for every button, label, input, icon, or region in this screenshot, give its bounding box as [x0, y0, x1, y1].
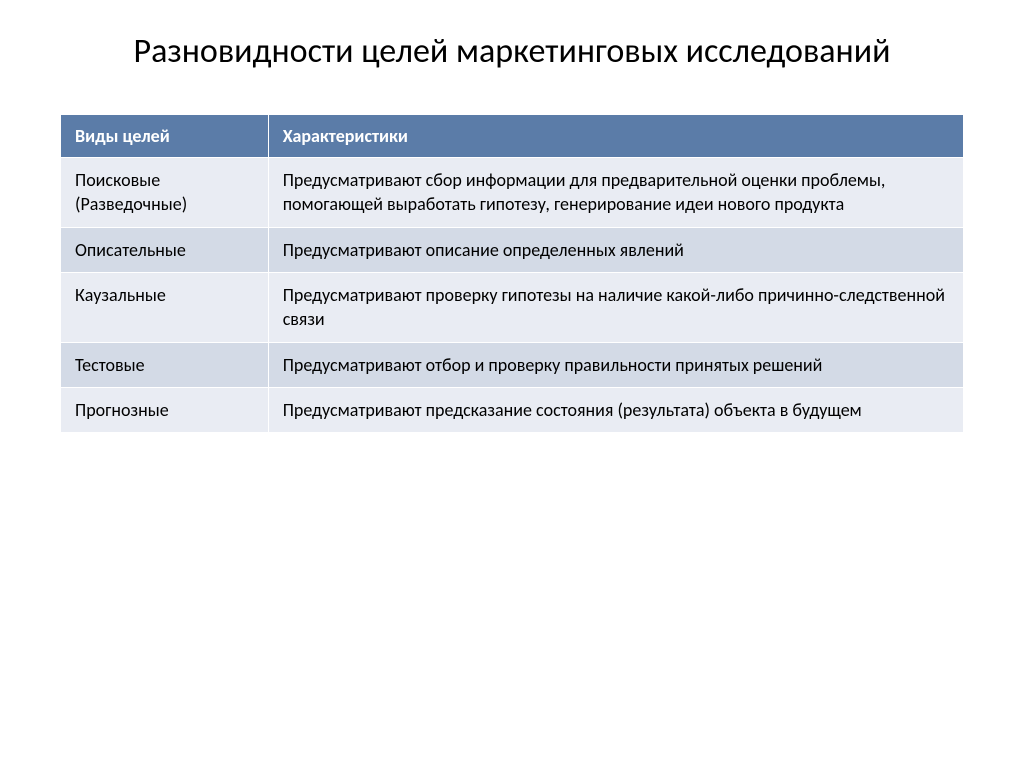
- table-row: Прогнозные Предусматривают предсказание …: [61, 387, 964, 432]
- table-header-desc: Характеристики: [268, 115, 963, 158]
- table-cell-desc: Предусматривают описание определенных яв…: [268, 227, 963, 272]
- table-cell-type: Описательные: [61, 227, 269, 272]
- table-row: Описательные Предусматривают описание оп…: [61, 227, 964, 272]
- table-cell-type: Тестовые: [61, 342, 269, 387]
- table-row: Каузальные Предусматривают проверку гипо…: [61, 273, 964, 343]
- table-cell-desc: Предусматривают отбор и проверку правиль…: [268, 342, 963, 387]
- table-header-type: Виды целей: [61, 115, 269, 158]
- table-cell-desc: Предусматривают сбор информации для пред…: [268, 158, 963, 228]
- table-row: Поисковые (Разведочные) Предусматривают …: [61, 158, 964, 228]
- table-row: Тестовые Предусматривают отбор и проверк…: [61, 342, 964, 387]
- page-title: Разновидности целей маркетинговых исслед…: [60, 30, 964, 74]
- table-header-row: Виды целей Характеристики: [61, 115, 964, 158]
- table-cell-type: Поисковые (Разведочные): [61, 158, 269, 228]
- table-cell-type: Каузальные: [61, 273, 269, 343]
- table-cell-desc: Предусматривают предсказание состояния (…: [268, 387, 963, 432]
- goals-table: Виды целей Характеристики Поисковые (Раз…: [60, 114, 964, 433]
- table-cell-type: Прогнозные: [61, 387, 269, 432]
- table-cell-desc: Предусматривают проверку гипотезы на нал…: [268, 273, 963, 343]
